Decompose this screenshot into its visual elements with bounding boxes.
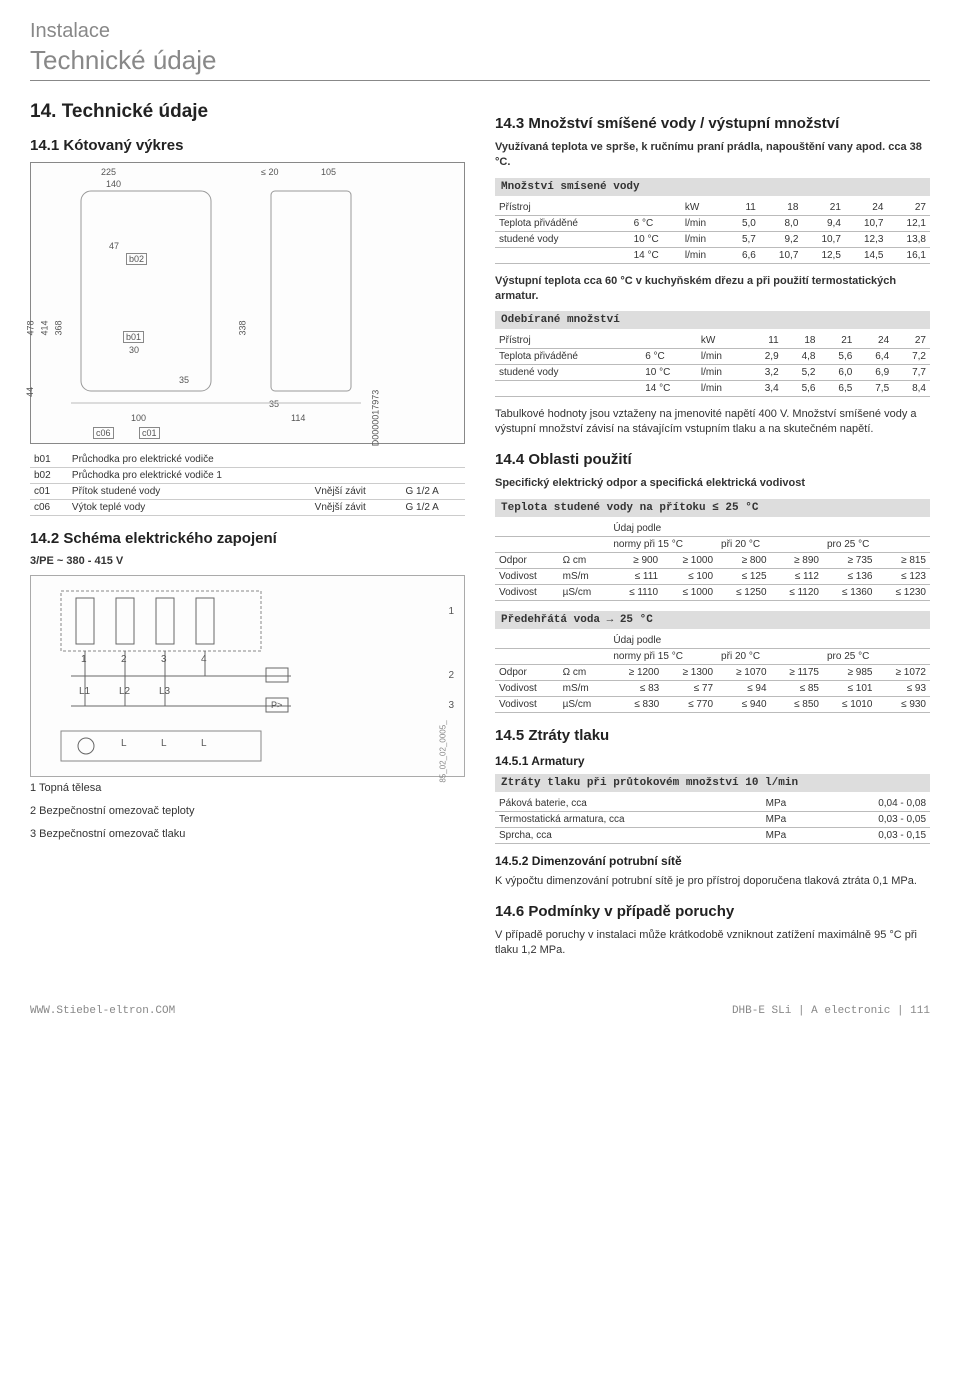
sub-14-4: Specifický elektrický odpor a specifická… <box>495 476 930 491</box>
right-column: 14.3 Množství smíšené vody / výstupní mn… <box>495 101 930 965</box>
schem-legend-1: 1 Topná tělesa <box>30 781 465 796</box>
schem-ref: 2 <box>448 670 454 681</box>
resistivity-table-2: Údaj podle normy při 15 °Cpři 20 °Cpro 2… <box>495 633 930 713</box>
heading-14-6: 14.6 Podmínky v případě poruchy <box>495 903 930 920</box>
footer-left: WWW.Stiebel-eltron.COM <box>30 1005 175 1017</box>
page-section: Instalace <box>30 20 930 43</box>
table-row: VodivostµS/cm ≤ 830≤ 770≤ 940≤ 850≤ 1010… <box>495 696 930 712</box>
mid-note: Výstupní teplota cca 60 °C v kuchyňském … <box>495 274 930 304</box>
table-row: PřístrojkW 1118212427 <box>495 200 930 216</box>
schem-label: L <box>201 738 207 749</box>
table-caption: Množství smísené vody <box>495 178 930 196</box>
table-row: 14 °Cl/min 6,610,712,514,516,1 <box>495 247 930 263</box>
table-caption: Ztráty tlaku při průtokovém množství 10 … <box>495 774 930 792</box>
schem-label: L2 <box>119 686 130 697</box>
schem-legend-2: 2 Bezpečnostní omezovač teploty <box>30 804 465 819</box>
table-caption: Předehřátá voda → 25 °C <box>495 611 930 629</box>
table-row: c06Výtok teplé vodyVnější závitG 1/2 A <box>30 500 465 516</box>
end-note-14-3: Tabulkové hodnoty jsou vztaženy na jmeno… <box>495 407 930 437</box>
left-column: 14. Technické údaje 14.1 Kótovaný výkres… <box>30 101 465 965</box>
heading-14-3: 14.3 Množství smíšené vody / výstupní mn… <box>495 115 930 132</box>
schem-ref: 3 <box>448 700 454 711</box>
output-qty-table: PřístrojkW 1118212427 Teplota přiváděné6… <box>495 333 930 397</box>
schematic-svg <box>31 576 464 776</box>
table-row: studené vody10 °Cl/min 3,25,26,06,97,7 <box>495 365 930 381</box>
schem-label: L <box>161 738 167 749</box>
heading-14-5-1: 14.5.1 Armatury <box>495 754 930 768</box>
table-row: OdporΩ cm ≥ 900≥ 1000≥ 800≥ 890≥ 735≥ 81… <box>495 552 930 568</box>
schem-label: 1 <box>81 654 87 665</box>
wiring-schematic: 1 2 3 4 L1 L2 L3 L L L P> 1 2 3 85_02_02… <box>30 575 465 777</box>
schem-legend-3: 3 Bezpečnostní omezovač tlaku <box>30 827 465 842</box>
table-row: Údaj podle <box>495 521 930 537</box>
table-row: Údaj podle <box>495 633 930 649</box>
schem-label: 2 <box>121 654 127 665</box>
heading-14-4: 14.4 Oblasti použití <box>495 451 930 468</box>
schem-ref: 1 <box>448 606 454 617</box>
footer-right: DHB-E SLi | A electronic | 111 <box>732 1005 930 1017</box>
schem-label: L <box>121 738 127 749</box>
heading-14-1: 14.1 Kótovaný výkres <box>30 137 465 154</box>
para-14-6: V případě poruchy v instalaci může krátk… <box>495 928 930 958</box>
table-row: VodivostµS/cm ≤ 1110≤ 1000≤ 1250≤ 1120≤ … <box>495 584 930 600</box>
resistivity-table-1: Údaj podle normy při 15 °Cpři 20 °Cpro 2… <box>495 521 930 601</box>
table-row: b01Průchodka pro elektrické vodiče <box>30 452 465 468</box>
table-row: Sprcha, ccaMPa0,03 - 0,15 <box>495 827 930 843</box>
table-row: normy při 15 °Cpři 20 °Cpro 25 °C <box>495 536 930 552</box>
device-outline <box>31 163 464 443</box>
table-row: normy při 15 °Cpři 20 °Cpro 25 °C <box>495 648 930 664</box>
voltage-label: 3/PE ~ 380 - 415 V <box>30 555 465 567</box>
page-title: Technické údaje <box>30 45 930 76</box>
schem-label: 4 <box>201 654 207 665</box>
table-row: Páková baterie, ccaMPa0,04 - 0,08 <box>495 796 930 812</box>
schem-label: 3 <box>161 654 167 665</box>
schem-code: 85_02_02_0005_ <box>438 720 447 782</box>
para-14-5-2: K výpočtu dimenzování potrubní sítě je p… <box>495 874 930 889</box>
table-caption: Teplota studené vody na přítoku ≤ 25 °C <box>495 499 930 517</box>
schem-label: P> <box>271 700 282 710</box>
pressure-loss-table: Páková baterie, ccaMPa0,04 - 0,08 Termos… <box>495 796 930 844</box>
table-row: studené vody10 °Cl/min 5,79,210,712,313,… <box>495 231 930 247</box>
heading-14-5-2: 14.5.2 Dimenzování potrubní sítě <box>495 854 930 868</box>
heading-14-5: 14.5 Ztráty tlaku <box>495 727 930 744</box>
table-caption: Odebírané množství <box>495 311 930 329</box>
table-row: VodivostmS/m ≤ 83≤ 77≤ 94≤ 85≤ 101≤ 93 <box>495 680 930 696</box>
intro-14-3: Využívaná teplota ve sprše, k ručnímu pr… <box>495 140 930 170</box>
table-row: Teplota přiváděné6 °Cl/min 2,94,85,66,47… <box>495 349 930 365</box>
schem-label: L3 <box>159 686 170 697</box>
schem-label: L1 <box>79 686 90 697</box>
dimension-diagram: 225 140 ≤ 20 105 47 b02 b01 30 35 35 478… <box>30 162 465 444</box>
heading-14: 14. Technické údaje <box>30 101 465 123</box>
table-row: PřístrojkW 1118212427 <box>495 333 930 349</box>
diagram-legend: b01Průchodka pro elektrické vodiče b02Pr… <box>30 452 465 516</box>
divider <box>30 80 930 81</box>
table-row: VodivostmS/m ≤ 111≤ 100≤ 125≤ 112≤ 136≤ … <box>495 568 930 584</box>
mixed-water-table: PřístrojkW 1118212427 Teplota přiváděné6… <box>495 200 930 264</box>
table-row: c01Přítok studené vodyVnější závitG 1/2 … <box>30 484 465 500</box>
page-footer: WWW.Stiebel-eltron.COM DHB-E SLi | A ele… <box>30 1005 930 1017</box>
heading-14-2: 14.2 Schéma elektrického zapojení <box>30 530 465 547</box>
table-row: Teplota přiváděné6 °Cl/min 5,08,09,410,7… <box>495 215 930 231</box>
table-row: b02Průchodka pro elektrické vodiče 1 <box>30 468 465 484</box>
table-row: 14 °Cl/min 3,45,66,57,58,4 <box>495 381 930 397</box>
table-row: Termostatická armatura, ccaMPa0,03 - 0,0… <box>495 811 930 827</box>
table-row: OdporΩ cm ≥ 1200≥ 1300≥ 1070≥ 1175≥ 985≥… <box>495 664 930 680</box>
